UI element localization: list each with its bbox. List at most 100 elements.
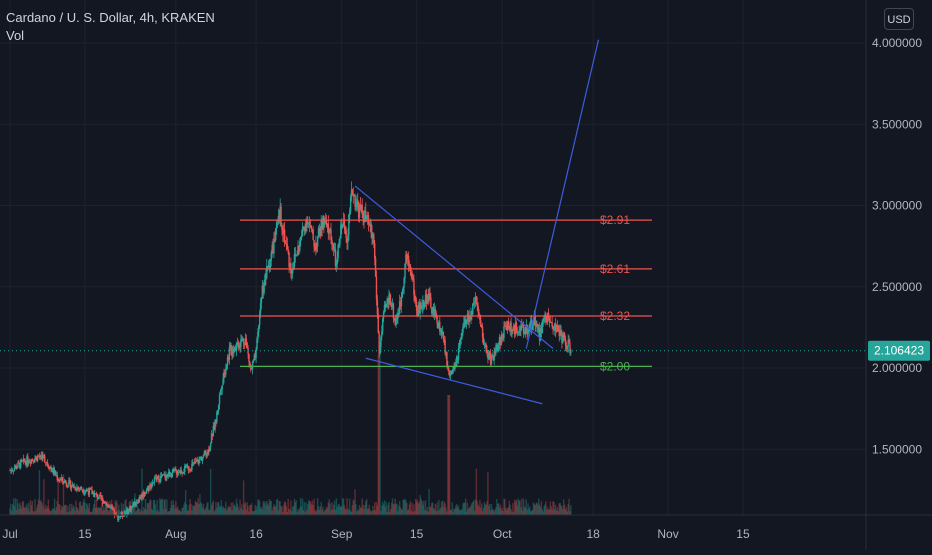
volume-bar: [456, 507, 459, 515]
volume-bar: [94, 507, 97, 515]
volume-bar: [376, 505, 379, 515]
volume-bar: [279, 501, 281, 515]
candle-body: [169, 475, 172, 477]
volume-bar: [275, 499, 278, 515]
volume-bar: [161, 498, 164, 515]
volume-bar: [405, 500, 407, 515]
volume-bar: [350, 511, 353, 515]
volume-bar: [95, 498, 98, 515]
volume-bar: [527, 503, 529, 515]
candle-body: [334, 249, 337, 267]
candle-body: [144, 493, 147, 494]
volume-bar: [316, 510, 318, 515]
volume-bar: [541, 509, 544, 515]
volume-bar: [444, 503, 446, 515]
candle-body: [339, 238, 341, 245]
currency-button[interactable]: USD: [884, 8, 914, 30]
volume-bar: [423, 509, 426, 515]
volume-bar: [119, 511, 122, 515]
candle-body: [216, 411, 218, 423]
candle-body: [303, 227, 305, 229]
candle-body: [90, 489, 92, 490]
candle-body: [452, 366, 454, 373]
candle-body: [181, 472, 183, 474]
candle-body: [131, 505, 133, 507]
volume-bar: [74, 510, 76, 515]
candle-body: [82, 490, 84, 493]
candle-body: [338, 244, 340, 246]
volume-bar: [296, 511, 298, 515]
volume-bar: [442, 506, 445, 515]
candle-body: [365, 211, 367, 220]
volume-bar: [255, 509, 257, 515]
candle-body: [440, 329, 443, 334]
candle-body: [433, 308, 436, 316]
volume-bar: [477, 504, 479, 515]
candle-body: [60, 479, 62, 481]
volume-bar: [242, 509, 244, 515]
volume-bar: [145, 509, 148, 515]
candle-body: [463, 322, 465, 327]
volume-bar: [68, 511, 70, 515]
symbol-title[interactable]: Cardano / U. S. Dollar, 4h, KRAKEN: [6, 10, 215, 25]
volume-bar: [410, 511, 412, 515]
candle-body: [304, 227, 306, 232]
volume-bar: [164, 499, 166, 515]
volume-bar: [181, 508, 183, 515]
volume-bar: [37, 499, 40, 515]
price-tick-label: 3.500000: [872, 117, 922, 131]
candle-body: [218, 394, 221, 405]
candle-body: [207, 449, 209, 454]
candle-body: [201, 457, 203, 461]
volume-bar: [105, 503, 107, 515]
volume-bar: [71, 508, 74, 515]
volume-bar: [525, 499, 527, 515]
candle-body: [33, 461, 35, 463]
volume-bar: [435, 510, 437, 515]
candle-body: [564, 338, 567, 346]
candle-body: [563, 333, 565, 338]
volume-bar: [462, 503, 464, 515]
candle-body: [271, 245, 273, 254]
volume-bar: [250, 504, 252, 515]
volume-indicator-label[interactable]: Vol: [6, 28, 25, 43]
volume-bar: [282, 511, 284, 515]
volume-bar: [488, 505, 490, 515]
candle-body: [149, 483, 151, 486]
candle-body: [64, 480, 66, 483]
volume-bar: [504, 499, 506, 515]
candle-body: [246, 342, 248, 348]
candle-body: [40, 455, 42, 457]
volume-bar: [215, 502, 217, 515]
candle-body: [552, 326, 554, 329]
volume-bar: [505, 507, 507, 515]
candle-body: [393, 318, 396, 320]
candle-body: [85, 490, 87, 492]
volume-bar: [114, 500, 116, 515]
candle-body: [407, 255, 410, 266]
volume-bar: [244, 501, 247, 515]
volume-bar: [424, 500, 427, 515]
candle-body: [485, 344, 487, 352]
volume-bar: [175, 501, 177, 515]
volume-bar: [207, 501, 209, 515]
volume-bar: [520, 507, 522, 515]
volume-bar: [11, 504, 14, 515]
candle-body: [48, 467, 50, 470]
volume-bar: [357, 510, 360, 515]
volume-bar: [77, 508, 79, 515]
candle-body: [472, 303, 474, 315]
volume-bar: [80, 505, 83, 515]
volume-bar: [521, 498, 523, 515]
level-label: $2.61: [600, 262, 630, 276]
volume-bar: [339, 506, 341, 515]
volume-bar: [197, 498, 199, 515]
candle-body: [546, 312, 549, 323]
candle-body: [384, 304, 387, 308]
volume-bar: [384, 506, 387, 515]
candle-body: [335, 264, 338, 267]
volume-bar: [53, 498, 56, 515]
volume-bar: [343, 505, 346, 515]
